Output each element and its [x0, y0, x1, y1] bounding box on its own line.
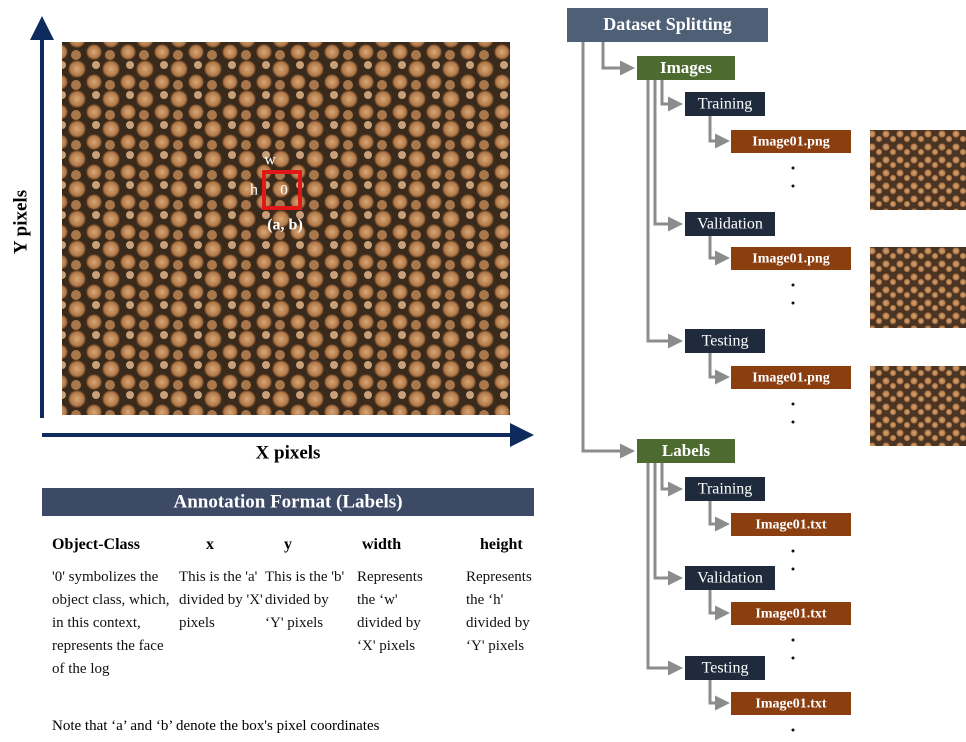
thumbnail [870, 366, 966, 446]
connector [655, 80, 680, 224]
ellipsis-dot [792, 729, 795, 732]
column-description: '0' symbolizes the object class, which, … [52, 566, 174, 681]
connector [662, 463, 680, 489]
connector [710, 590, 727, 613]
point-label: (a, b) [267, 217, 303, 234]
ellipsis-dot [792, 550, 795, 553]
root-label: Dataset Splitting [603, 14, 732, 34]
tree: Dataset Splitting Images Training Image01.p… [567, 8, 966, 742]
figure: w h 0 (a, b) Y pixels X pixels Annotatio… [0, 0, 966, 742]
connector [655, 463, 680, 578]
file-label: Image01.txt [755, 518, 826, 533]
connector [583, 42, 632, 451]
column-header: y [284, 536, 292, 554]
column-description: This is the 'a' divided by 'X' pixels [179, 566, 265, 635]
column-description: Represents the ‘h' divided by ‘Y' pixels [466, 566, 546, 658]
split-label: Testing [702, 660, 749, 677]
ellipsis-dot [792, 185, 795, 188]
column-header: x [206, 536, 214, 554]
column-description: Represents the ‘w' divided by ‘X' pixels [357, 566, 443, 658]
file-label: Image01.png [752, 371, 829, 386]
ellipsis-dot [792, 639, 795, 642]
ellipsis-dot [792, 302, 795, 305]
split-label: Testing [702, 333, 749, 350]
connector [603, 42, 632, 68]
split-label: Validation [697, 570, 763, 587]
y-axis-label: Y pixels [10, 190, 31, 254]
file-label: Image01.txt [755, 697, 826, 712]
split-label: Training [698, 96, 753, 113]
ellipsis-dot [792, 657, 795, 660]
column-header: Object-Class [52, 536, 140, 554]
file-label: Image01.txt [755, 607, 826, 622]
column-description: This is the 'b' divided by ‘Y' pixels [265, 566, 349, 635]
connector [710, 116, 727, 141]
file-label: Image01.png [752, 135, 829, 150]
connector [710, 353, 727, 377]
group-label: Labels [662, 441, 711, 460]
split-label: Training [698, 481, 753, 498]
column-header: height [480, 536, 523, 554]
split-label: Validation [697, 216, 763, 233]
connector [710, 236, 727, 258]
ellipsis-dot [792, 421, 795, 424]
thumbnail [870, 130, 966, 210]
annotation-title: Annotation Format (Labels) [173, 491, 402, 512]
file-label: Image01.png [752, 252, 829, 267]
ellipsis-dot [792, 167, 795, 170]
column-header: width [362, 536, 401, 554]
thumbnail [870, 247, 966, 328]
connector [710, 680, 727, 703]
connector [648, 80, 680, 341]
ellipsis-dot [792, 284, 795, 287]
ellipsis-dot [792, 568, 795, 571]
note: Note that ‘a’ and ‘b’ denote the box's p… [52, 718, 379, 735]
class-label: 0 [280, 182, 288, 198]
connector [648, 463, 680, 668]
x-axis-label: X pixels [256, 442, 321, 463]
group-label: Images [660, 58, 712, 77]
connector [662, 80, 680, 104]
w-label: w [264, 152, 276, 169]
connector [710, 501, 727, 524]
ellipsis-dot [792, 403, 795, 406]
h-label: h [250, 182, 258, 199]
